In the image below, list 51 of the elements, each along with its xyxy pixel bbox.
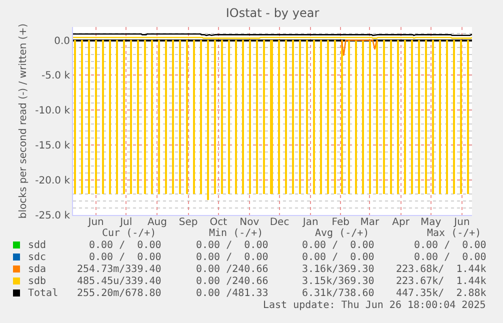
text: Cur (-/+)	[102, 228, 156, 239]
text: 0.00 / 0.00	[196, 240, 268, 251]
text: 3.15k/369.30	[302, 276, 374, 287]
text: 223.67k/ 1.44k	[396, 276, 486, 287]
y-tick-label: -10.0 k	[35, 106, 70, 117]
x-tick-label: Aug	[147, 217, 167, 228]
legend-label: sdb	[28, 276, 46, 287]
text: 0.00 / 0.00	[89, 252, 162, 263]
x-tick-label: Oct	[210, 217, 228, 228]
y-axis-title: blocks per second read (-) / written (+)	[18, 23, 30, 219]
text: 223.68k/ 1.44k	[396, 264, 486, 275]
x-tick-label: Mar	[360, 217, 380, 228]
y-tick-label: 0.0	[54, 36, 70, 47]
text: Min (-/+)	[209, 228, 264, 239]
text: 485.45u/339.40	[77, 276, 162, 287]
legend-label: sdc	[28, 252, 46, 263]
y-tick-label: -5.0 k	[42, 70, 70, 82]
legend-label: Total	[28, 288, 58, 299]
text: 0.00 /481.33	[196, 288, 268, 299]
text: 254.73m/339.40	[77, 264, 162, 275]
x-tick-label: Jun	[453, 217, 470, 228]
text: 447.35k/ 2.88k	[396, 288, 486, 299]
text: 0.00 / 0.00	[414, 252, 486, 263]
x-tick-label: Jun	[87, 217, 104, 228]
x-tick-label: Feb	[332, 217, 350, 228]
legend-label: sdd	[28, 240, 46, 251]
x-tick-label: Dec	[270, 217, 290, 228]
text: 0.00 /240.66	[196, 276, 268, 287]
text: 0.00 / 0.00	[302, 240, 374, 251]
text: Max (-/+)	[427, 228, 482, 239]
x-tick-label: Apr	[392, 217, 410, 228]
y-tick-label: -20.0 k	[35, 176, 70, 187]
text: 0.00 / 0.00	[414, 240, 486, 251]
legend-label: sda	[28, 264, 46, 275]
x-tick-label: Jul	[119, 217, 132, 228]
text: 3.16k/369.30	[302, 264, 374, 275]
text: 6.31k/738.60	[302, 288, 374, 299]
x-tick-label: May	[420, 217, 442, 228]
text: 0.00 / 0.00	[302, 252, 374, 263]
x-tick-label: Jan	[302, 217, 318, 228]
text: 255.20m/678.80	[77, 288, 162, 299]
x-tick-label: Sep	[178, 217, 198, 228]
chart-title: IOstat - by year	[226, 6, 320, 20]
text: 0.00 / 0.00	[89, 240, 162, 251]
y-tick-label: -15.0 k	[35, 140, 70, 152]
x-tick-label: Nov	[240, 217, 260, 228]
text: 0.00 / 0.00	[196, 252, 268, 263]
y-tick-label: -25.0 k	[35, 210, 70, 222]
text: Last update: Thu Jun 26 18:00:04 2025	[263, 300, 486, 311]
text: 0.00 /240.66	[196, 264, 268, 275]
text: Avg (-/+)	[315, 228, 370, 239]
